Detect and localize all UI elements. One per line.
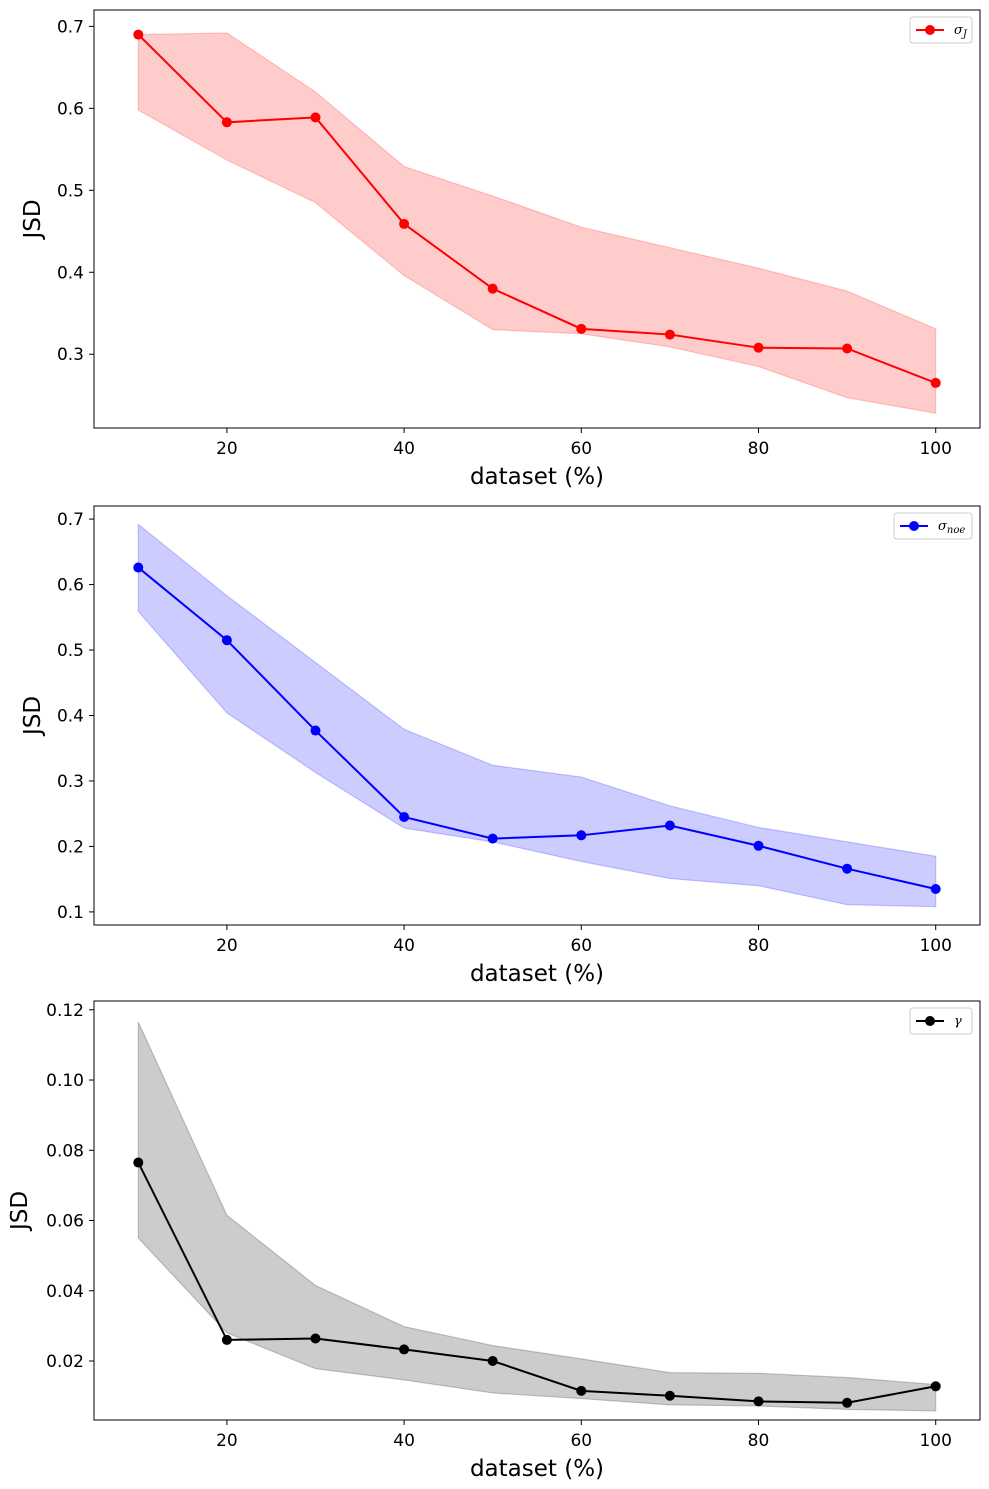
chart-panel-1: 20 40 60 80 100 0.3 0.4 0.5 0.6 0.7 dataset (%) JSD…: [20, 9, 981, 490]
confidence-band: [137, 32, 937, 414]
series-line: [137, 1162, 936, 1404]
data-point: [576, 323, 587, 334]
data-point: [133, 1157, 144, 1168]
data-point: [576, 830, 587, 841]
data-point: [930, 883, 941, 894]
x-tick-label: 80: [748, 1431, 770, 1451]
x-tick-label: 20: [216, 1431, 238, 1451]
axes-frame: [93, 9, 981, 429]
y-tick-label: 0.7: [57, 17, 84, 37]
x-tick-label: 100: [919, 439, 951, 459]
y-tick-label: 0.6: [57, 576, 84, 596]
data-point: [930, 377, 941, 388]
data-point: [487, 283, 498, 294]
chart-panel-3: 20 40 60 80 100 0.02 0.04 0.06 0.08 0.10 0.12 datas…: [7, 1000, 981, 1482]
data-point: [310, 725, 321, 736]
legend-marker: [925, 1016, 935, 1026]
y-tick-label: 0.5: [57, 641, 84, 661]
data-point: [753, 1396, 764, 1407]
legend-marker: [909, 521, 919, 531]
chart-panel-2: 20 40 60 80 100 0.1 0.2 0.3 0.4 0.5 0.6 0.7 dataset …: [20, 505, 981, 987]
data-point: [576, 1385, 587, 1396]
data-point: [753, 342, 764, 353]
y-tick-label: 0.3: [57, 772, 84, 792]
y-tick-label: 0.5: [57, 181, 84, 201]
x-tick-label: 60: [570, 1431, 592, 1451]
data-point: [221, 1334, 232, 1345]
data-point: [310, 1333, 321, 1344]
x-tick-label: 80: [748, 439, 770, 459]
legend: σnoe: [893, 512, 973, 540]
x-tick-label: 80: [748, 936, 770, 956]
y-tick-label: 0.12: [46, 1001, 84, 1021]
x-tick-label: 40: [393, 936, 415, 956]
y-axis-title: JSD: [20, 696, 46, 737]
data-point: [842, 863, 853, 874]
x-axis-title: dataset (%): [470, 1456, 604, 1482]
legend-box: [893, 512, 973, 540]
x-tick-label: 100: [919, 1431, 951, 1451]
legend: σJ: [909, 16, 973, 44]
legend-label-subscript: noe: [947, 525, 965, 536]
x-tick-label: 40: [393, 439, 415, 459]
data-point: [664, 1390, 675, 1401]
y-tick-label: 0.2: [57, 837, 84, 857]
data-point: [133, 562, 144, 573]
series-line: [137, 33, 937, 384]
x-tick-label: 60: [570, 936, 592, 956]
y-tick-label: 0.06: [46, 1212, 84, 1232]
data-point: [664, 329, 675, 340]
data-point: [664, 820, 675, 831]
axes-frame: [93, 1000, 981, 1421]
data-point: [487, 1355, 498, 1366]
data-point: [133, 29, 144, 40]
y-axis-title: JSD: [20, 199, 46, 240]
x-tick-label: 40: [393, 1431, 415, 1451]
y-tick-label: 0.4: [57, 263, 84, 283]
x-tick-label: 60: [570, 439, 592, 459]
x-axis-title: dataset (%): [470, 464, 604, 490]
y-tick-label: 0.3: [57, 345, 84, 365]
y-tick-label: 0.02: [46, 1352, 84, 1372]
y-tick-label: 0.4: [57, 707, 84, 727]
data-point: [221, 117, 232, 128]
x-tick-label: 20: [216, 439, 238, 459]
confidence-band: [137, 1021, 937, 1412]
data-point: [487, 833, 498, 844]
legend-marker: [925, 25, 935, 35]
data-point: [930, 1381, 941, 1392]
y-tick-label: 0.04: [46, 1282, 84, 1302]
data-point: [842, 1397, 853, 1408]
data-point: [399, 218, 410, 229]
y-tick-label: 0.6: [57, 99, 84, 119]
data-point: [310, 112, 321, 123]
data-point: [842, 343, 853, 354]
data-point: [753, 840, 764, 851]
y-axis-title: JSD: [7, 1191, 33, 1232]
series-line: [137, 566, 936, 890]
data-point: [399, 1344, 410, 1355]
legend-label-subscript: J: [961, 29, 968, 40]
data-point: [221, 635, 232, 646]
data-point: [399, 811, 410, 822]
x-tick-label: 20: [216, 936, 238, 956]
y-tick-label: 0.08: [46, 1141, 84, 1161]
y-tick-label: 0.1: [57, 903, 84, 923]
y-tick-label: 0.7: [57, 510, 84, 530]
legend: γ: [909, 1007, 973, 1035]
y-tick-label: 0.10: [46, 1071, 84, 1091]
confidence-band: [137, 523, 937, 908]
x-axis-title: dataset (%): [470, 961, 604, 987]
legend-label: γ: [954, 1014, 962, 1029]
x-tick-label: 100: [919, 936, 951, 956]
